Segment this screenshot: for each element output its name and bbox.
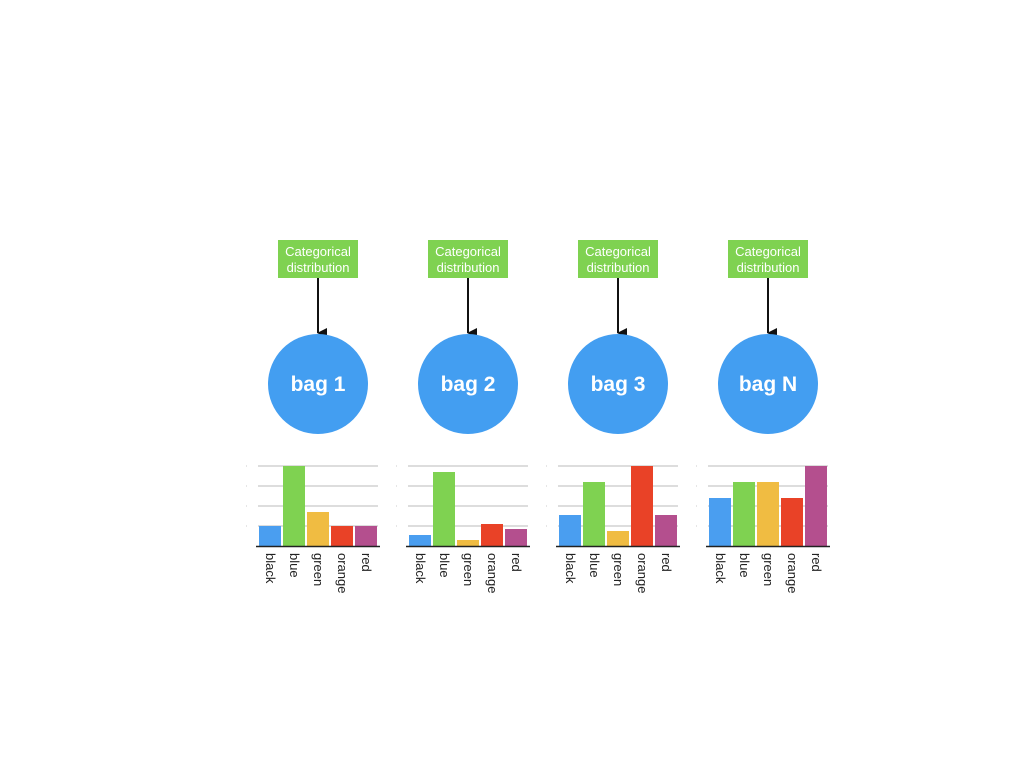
- bar-chart: black blue green orange red: [246, 465, 380, 593]
- bar-green: [307, 512, 329, 546]
- tick-label-black: black: [263, 553, 278, 584]
- bar-green: [757, 482, 779, 546]
- tick-label-red: red: [509, 553, 524, 572]
- tick-label-blue: blue: [287, 553, 302, 578]
- bar-black: [559, 515, 581, 546]
- tick-label-blue: blue: [737, 553, 752, 578]
- bag-node: bag 3: [568, 334, 668, 434]
- bag-node: bag 1: [268, 334, 368, 434]
- tick-label-black: black: [563, 553, 578, 584]
- tick-label-blue: blue: [587, 553, 602, 578]
- label-line-2: distribution: [587, 260, 650, 275]
- bag-label: bag 3: [591, 373, 646, 396]
- bag-circle: [418, 334, 518, 434]
- label-box-background: [278, 240, 358, 278]
- tick-label-orange: orange: [485, 553, 500, 593]
- bag-label: bag 1: [291, 373, 346, 396]
- bar-black: [409, 535, 431, 546]
- bag-node: bag 2: [418, 334, 518, 434]
- bar-red: [355, 526, 377, 546]
- label-line-2: distribution: [737, 260, 800, 275]
- bar-green: [607, 531, 629, 546]
- tick-label-green: green: [461, 553, 476, 586]
- tick-label-green: green: [311, 553, 326, 586]
- label-box-background: [428, 240, 508, 278]
- label-line-1: Categorical: [585, 244, 651, 259]
- bar-blue: [733, 482, 755, 546]
- tick-label-green: green: [761, 553, 776, 586]
- bag-circle: [718, 334, 818, 434]
- bag-node: bag N: [718, 334, 818, 434]
- tick-label-orange: orange: [785, 553, 800, 593]
- label-line-1: Categorical: [735, 244, 801, 259]
- bar-blue: [583, 482, 605, 546]
- bar-blue: [283, 466, 305, 546]
- bar-orange: [781, 498, 803, 546]
- bar-green: [457, 540, 479, 546]
- tick-label-red: red: [359, 553, 374, 572]
- bag-circle: [268, 334, 368, 434]
- tick-label-black: black: [413, 553, 428, 584]
- tick-label-orange: orange: [635, 553, 650, 593]
- bar-red: [805, 466, 827, 546]
- bar-black: [709, 498, 731, 546]
- label-line-2: distribution: [437, 260, 500, 275]
- bar-chart: black blue green orange red: [696, 465, 830, 593]
- bar-orange: [631, 466, 653, 546]
- bag-label: bag 2: [441, 373, 496, 396]
- bag-circle: [568, 334, 668, 434]
- bar-red: [655, 515, 677, 546]
- label-line-1: Categorical: [435, 244, 501, 259]
- label-box-background: [728, 240, 808, 278]
- bar-chart: black blue green orange red: [546, 465, 680, 593]
- tick-label-red: red: [809, 553, 824, 572]
- label-box-background: [578, 240, 658, 278]
- tick-label-orange: orange: [335, 553, 350, 593]
- tick-label-black: black: [713, 553, 728, 584]
- bar-black: [259, 526, 281, 546]
- bar-orange: [481, 524, 503, 546]
- tick-label-green: green: [611, 553, 626, 586]
- tick-label-red: red: [659, 553, 674, 572]
- bar-red: [505, 529, 527, 546]
- bag-label: bag N: [739, 373, 797, 396]
- bar-blue: [433, 472, 455, 546]
- bar-chart: black blue green orange red: [396, 465, 530, 593]
- label-line-1: Categorical: [285, 244, 351, 259]
- label-line-2: distribution: [287, 260, 350, 275]
- tick-label-blue: blue: [437, 553, 452, 578]
- bar-orange: [331, 526, 353, 546]
